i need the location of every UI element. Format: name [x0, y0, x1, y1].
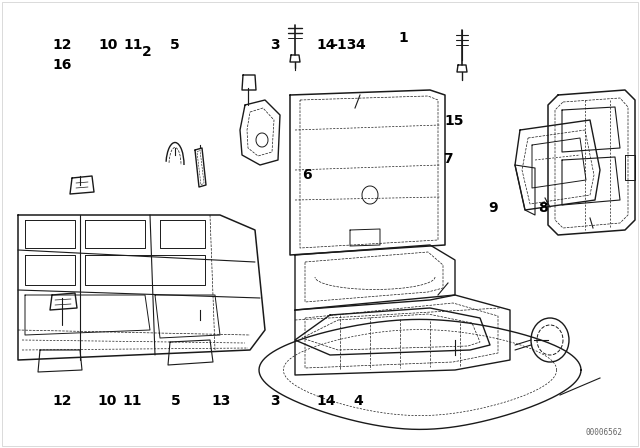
Text: 4: 4	[355, 38, 365, 52]
Text: 00006562: 00006562	[585, 428, 622, 437]
Text: 9: 9	[488, 201, 498, 215]
Text: 1: 1	[398, 31, 408, 45]
Text: 5: 5	[171, 394, 181, 408]
Text: 16: 16	[52, 58, 72, 72]
Text: 4: 4	[353, 394, 364, 408]
Text: 6: 6	[302, 168, 312, 182]
Text: 2: 2	[142, 44, 152, 59]
Text: 11: 11	[123, 394, 142, 408]
Text: –13: –13	[330, 38, 356, 52]
Text: 3: 3	[270, 394, 280, 408]
Text: 12: 12	[52, 38, 72, 52]
Text: 12: 12	[52, 394, 72, 408]
Text: 15: 15	[445, 114, 464, 128]
Text: 14: 14	[316, 38, 336, 52]
Text: 11: 11	[124, 38, 143, 52]
Text: 10: 10	[98, 394, 117, 408]
Text: 3: 3	[270, 38, 280, 52]
Text: 7: 7	[443, 152, 453, 166]
Text: 14: 14	[317, 394, 336, 408]
Text: 10: 10	[99, 38, 118, 52]
Text: 8: 8	[538, 201, 548, 215]
Text: 5: 5	[170, 38, 180, 52]
Text: 13: 13	[211, 394, 230, 408]
